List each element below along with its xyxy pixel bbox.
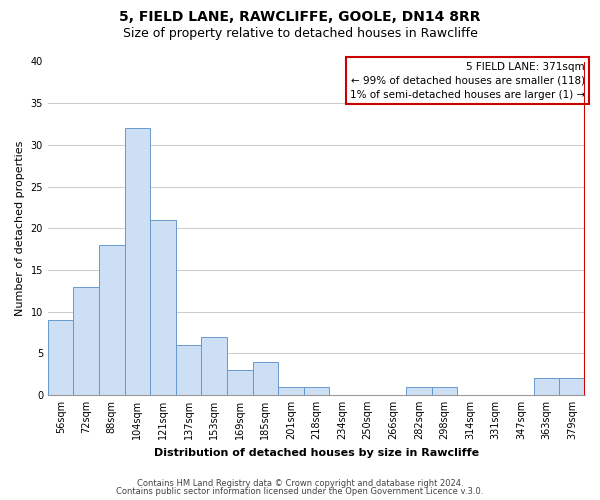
Bar <box>278 386 304 395</box>
Text: Contains HM Land Registry data © Crown copyright and database right 2024.: Contains HM Land Registry data © Crown c… <box>137 478 463 488</box>
Bar <box>73 286 99 395</box>
Bar <box>176 345 202 395</box>
Text: Contains public sector information licensed under the Open Government Licence v.: Contains public sector information licen… <box>116 487 484 496</box>
Bar <box>431 386 457 395</box>
Text: 5 FIELD LANE: 371sqm
← 99% of detached houses are smaller (118)
1% of semi-detac: 5 FIELD LANE: 371sqm ← 99% of detached h… <box>350 62 585 100</box>
Y-axis label: Number of detached properties: Number of detached properties <box>15 140 25 316</box>
Bar <box>150 220 176 395</box>
Bar <box>99 245 125 395</box>
Bar <box>125 128 150 395</box>
Text: 5, FIELD LANE, RAWCLIFFE, GOOLE, DN14 8RR: 5, FIELD LANE, RAWCLIFFE, GOOLE, DN14 8R… <box>119 10 481 24</box>
Bar <box>406 386 431 395</box>
X-axis label: Distribution of detached houses by size in Rawcliffe: Distribution of detached houses by size … <box>154 448 479 458</box>
Text: Size of property relative to detached houses in Rawcliffe: Size of property relative to detached ho… <box>122 28 478 40</box>
Bar <box>559 378 585 395</box>
Bar <box>253 362 278 395</box>
Bar <box>304 386 329 395</box>
Bar <box>534 378 559 395</box>
Bar <box>202 336 227 395</box>
Bar <box>48 320 73 395</box>
Bar <box>227 370 253 395</box>
